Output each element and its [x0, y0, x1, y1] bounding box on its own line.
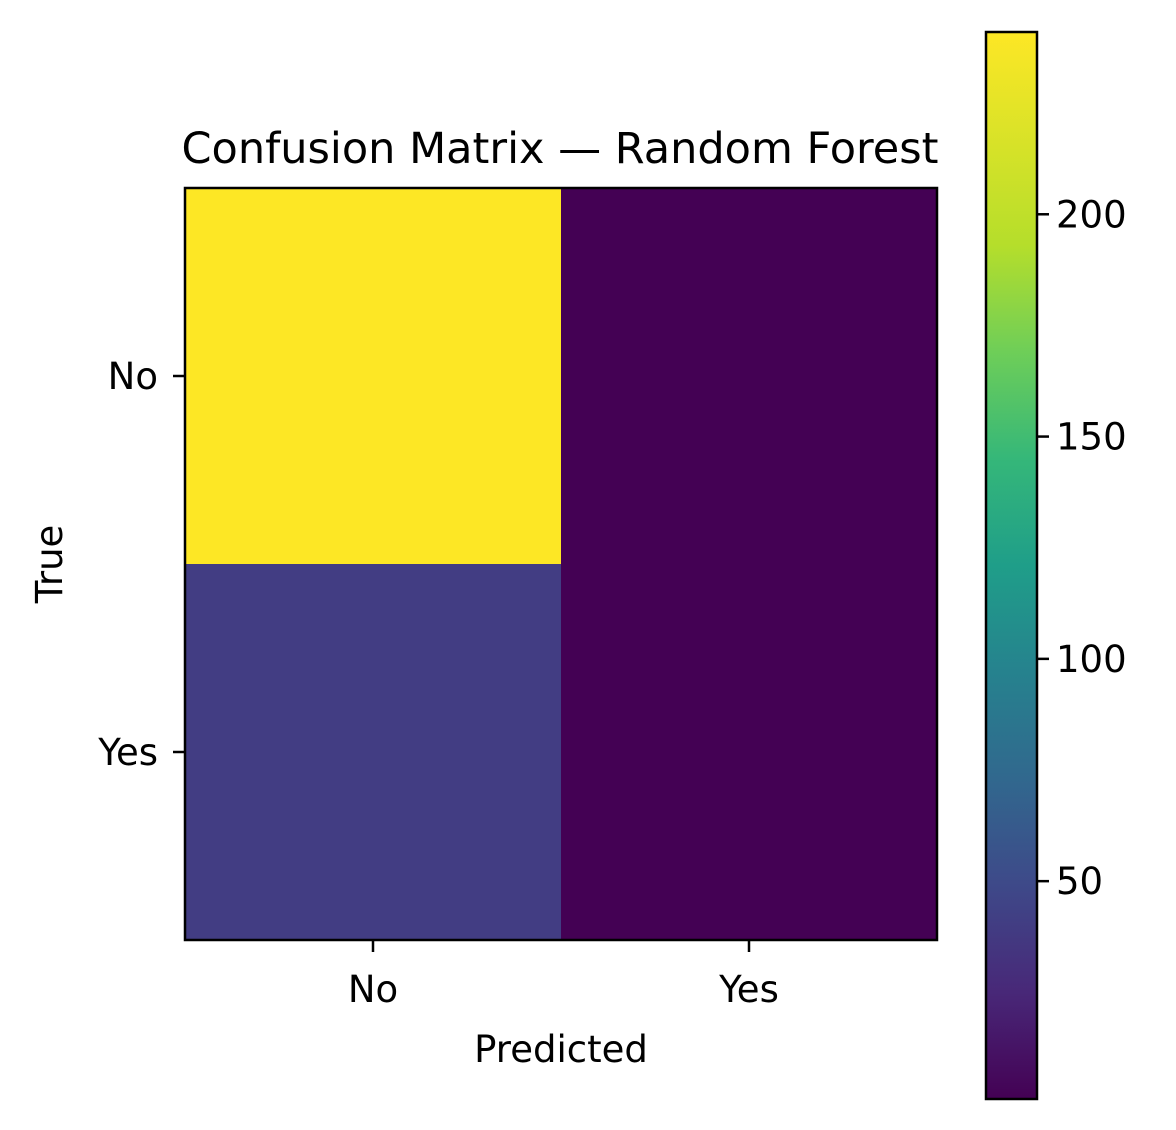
heatmap-cell — [561, 564, 937, 940]
y-tick-label: Yes — [97, 731, 158, 774]
x-axis-label: Predicted — [474, 1028, 648, 1071]
heatmap-cells — [185, 188, 937, 940]
y-axis-label: True — [28, 525, 71, 605]
colorbar-tick-label: 50 — [1056, 860, 1103, 903]
colorbar-tick-label: 150 — [1056, 416, 1127, 459]
colorbar-ticks: 50 100 150 200 — [1037, 193, 1127, 903]
heatmap-cell — [185, 188, 561, 564]
heatmap-cell — [561, 188, 937, 564]
x-axis-ticks: No Yes — [348, 940, 779, 1011]
colorbar-tick-label: 200 — [1056, 193, 1127, 236]
chart-title: Confusion Matrix — Random Forest — [182, 124, 939, 174]
colorbar-tick-label: 100 — [1056, 638, 1127, 681]
y-tick-label: No — [108, 355, 158, 398]
x-tick-label: Yes — [718, 968, 779, 1011]
y-axis-ticks: No Yes — [97, 355, 185, 774]
colorbar — [984, 30, 1039, 1101]
plot-frame — [183, 186, 939, 942]
x-tick-label: No — [348, 968, 398, 1011]
heatmap-cell — [185, 564, 561, 940]
